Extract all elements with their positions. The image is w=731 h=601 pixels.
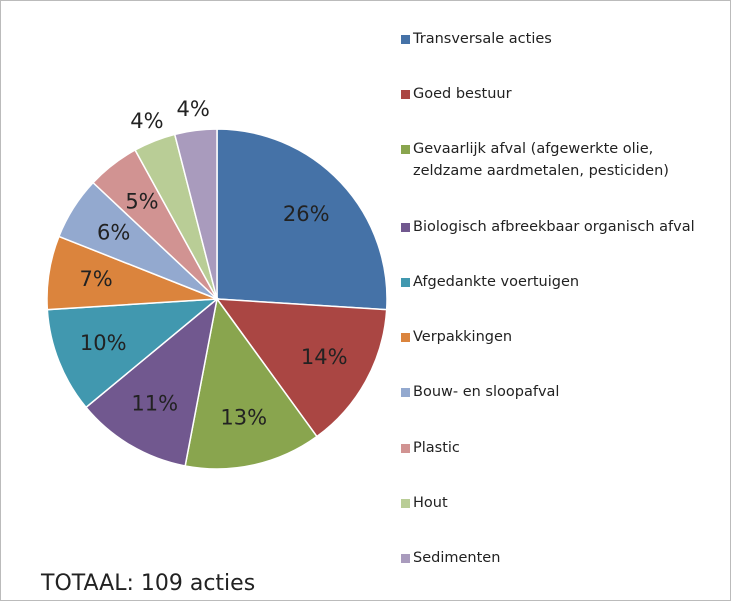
legend-item: Verpakkingen	[401, 326, 721, 348]
legend-swatch	[401, 443, 410, 453]
data-label: 11%	[131, 391, 178, 415]
legend-label: Bouw- en sloopafval	[413, 384, 560, 401]
legend-swatch	[401, 34, 410, 44]
legend-label: Sedimenten	[413, 550, 501, 567]
data-label: 6%	[97, 220, 130, 244]
data-label: 26%	[283, 202, 330, 226]
legend-item: Sedimenten	[401, 547, 721, 569]
legend-label: Hout	[413, 495, 448, 512]
legend-label: Afgedankte voertuigen	[413, 273, 580, 290]
data-label: 5%	[125, 189, 158, 213]
legend-swatch	[401, 277, 410, 287]
legend-item: Biologisch afbreekbaar organisch afval	[401, 216, 721, 238]
legend-item: Bouw- en sloopafval	[401, 381, 721, 403]
legend-swatch	[401, 222, 410, 232]
legend-label: Transversale acties	[413, 30, 552, 47]
legend-label: Verpakkingen	[413, 329, 513, 346]
data-label: 10%	[80, 331, 127, 355]
pie-slice	[46, 298, 220, 409]
legend-swatch	[401, 89, 410, 99]
legend-label: Plastic	[413, 439, 460, 456]
pie-slice	[184, 297, 318, 470]
legend-swatch	[401, 499, 410, 509]
data-label: 4%	[176, 97, 209, 121]
pie-slice	[84, 297, 219, 467]
data-label: 4%	[130, 109, 163, 133]
legend-item: Transversale acties	[401, 28, 721, 50]
legend-swatch	[401, 333, 410, 343]
pie-slice	[173, 128, 218, 300]
annotation: TOTAAL: 109 acties	[41, 571, 256, 596]
legend-item: Goed bestuur	[401, 83, 721, 105]
legend-item: Plastic	[401, 437, 721, 459]
legend-swatch	[401, 388, 410, 398]
legend-item: Hout	[401, 492, 721, 514]
legend-label: Biologisch afbreekbaar organisch afval	[413, 218, 695, 235]
legend-item: Gevaarlijk afval (afgewerkte olie, zeldz…	[401, 138, 721, 182]
legend-label: Gevaarlijk afval (afgewerkte olie, zeldz…	[413, 141, 669, 180]
legend-swatch	[401, 145, 410, 155]
pie-slice	[216, 128, 388, 311]
legend-swatch	[401, 554, 410, 564]
pie-slice	[215, 298, 388, 438]
data-label: 13%	[220, 405, 267, 429]
legend-item: Afgedankte voertuigen	[401, 271, 721, 293]
legend: Transversale acties Goed bestuur Gevaarlij…	[401, 11, 721, 586]
data-label: 14%	[301, 345, 348, 369]
legend-label: Goed bestuur	[413, 85, 512, 102]
data-label: 7%	[79, 267, 112, 291]
